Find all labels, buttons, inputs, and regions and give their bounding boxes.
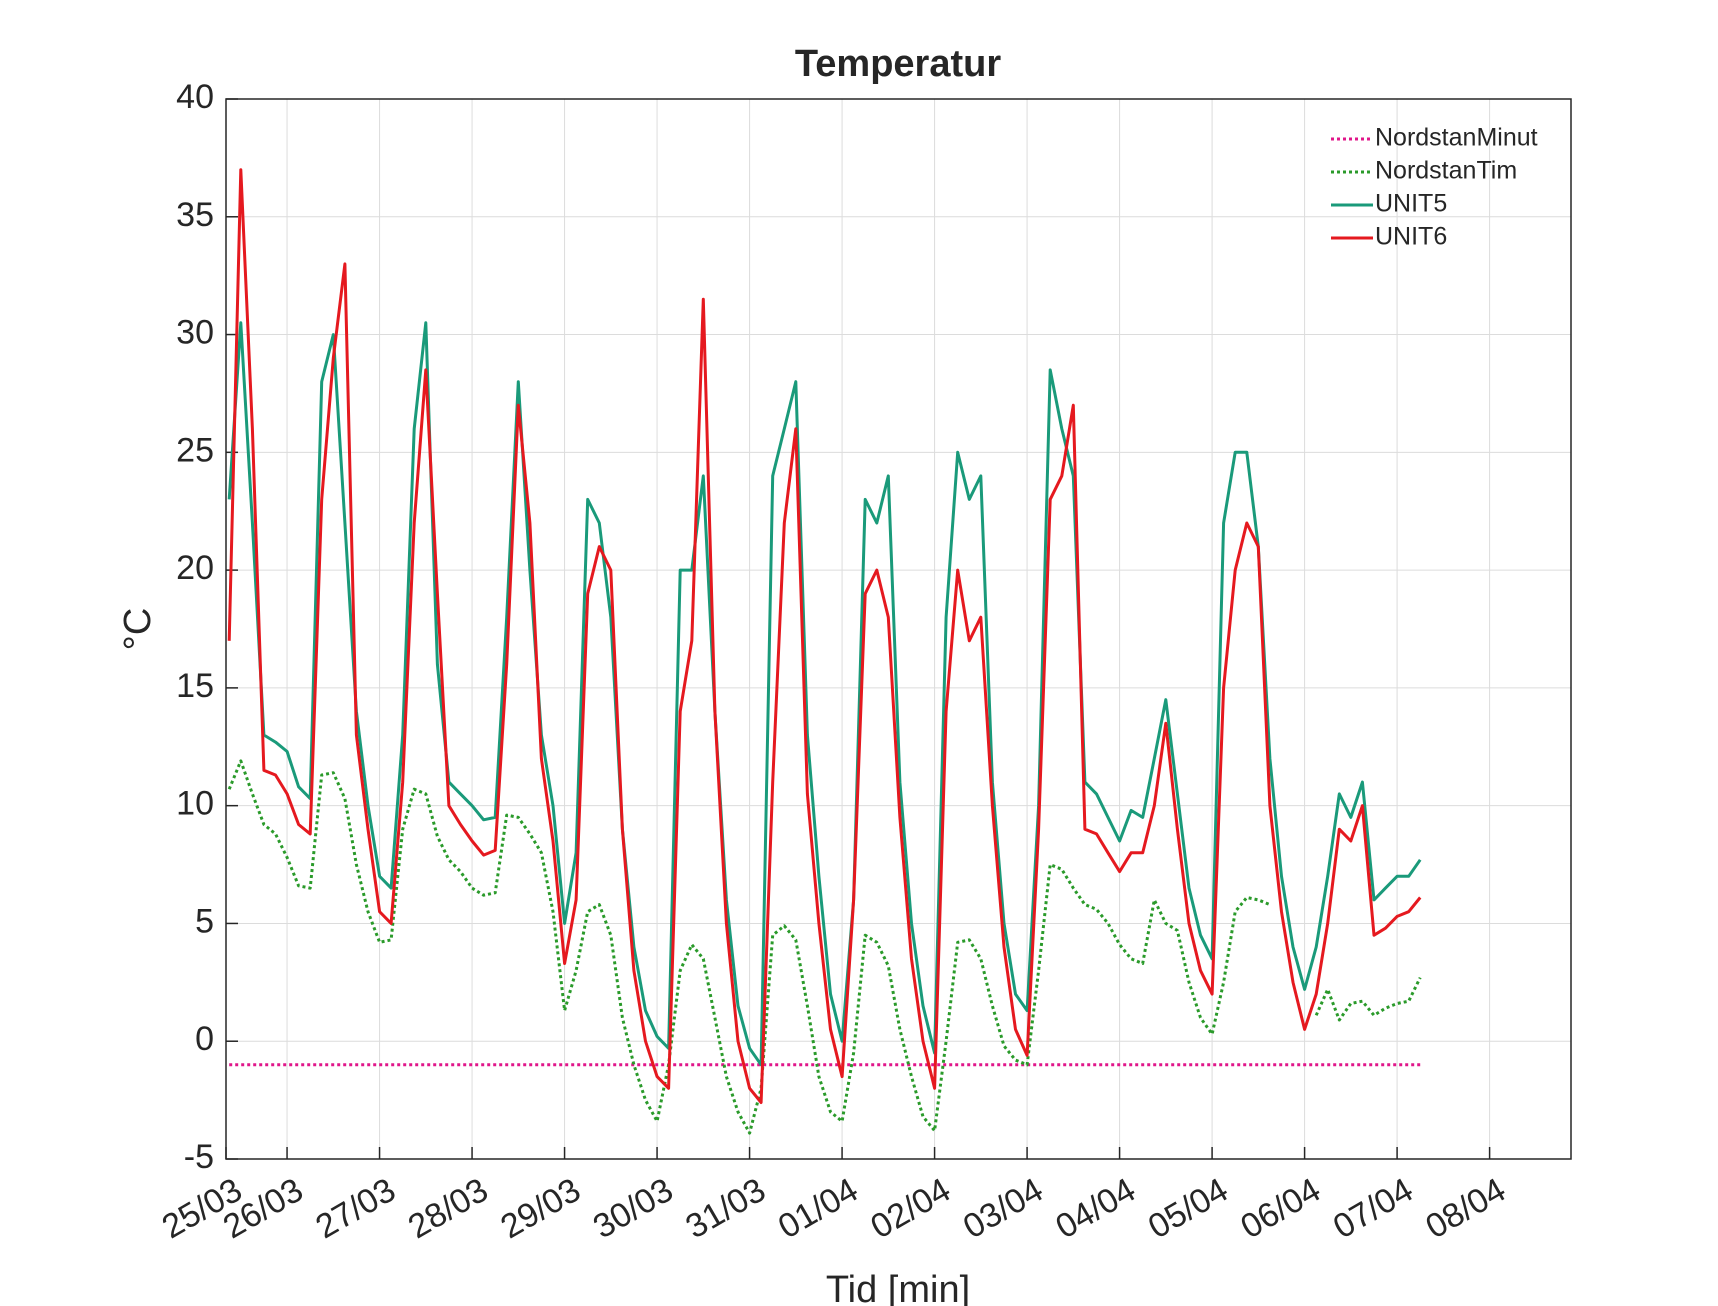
legend-label: NordstanMinut [1375,124,1538,152]
legend-label: UNIT5 [1375,190,1447,218]
y-tick-label: 40 [176,78,214,116]
y-tick-label: 10 [176,785,214,823]
y-tick-label: 20 [176,549,214,587]
y-tick-label: 30 [176,314,214,352]
x-axis-label: Tid [min] [826,1269,970,1306]
plot-frame [225,98,1572,1160]
legend-label: UNIT6 [1375,223,1447,251]
y-tick-label: -5 [184,1138,214,1176]
y-axis-label: °C [117,608,159,651]
y-tick-label: 5 [195,902,214,940]
y-tick-label: 35 [176,196,214,234]
series-line [227,759,1422,1135]
y-tick-label: 25 [176,431,214,469]
chart-title: Temperatur [795,43,1001,85]
series-line [227,168,1422,1104]
y-tick-label: 15 [176,667,214,705]
legend-label: NordstanTim [1375,157,1517,185]
y-tick-label: 0 [195,1020,214,1058]
